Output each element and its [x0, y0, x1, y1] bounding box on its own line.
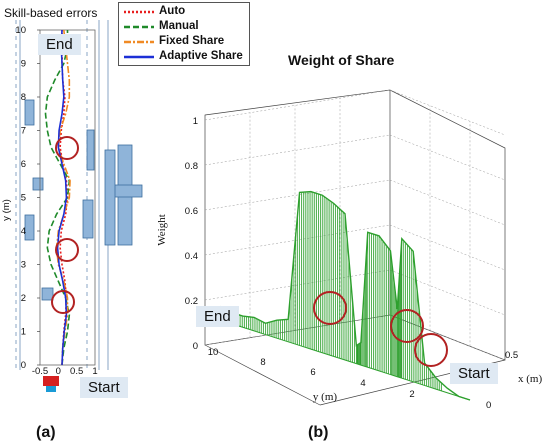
- panel-b-ticks: 0 0.2 0.4 0.6 0.8 1 2 4 6 8 10 0 0.5: [185, 116, 518, 411]
- legend-item: Manual: [123, 20, 249, 34]
- highlight-circles: [51, 136, 79, 314]
- panel-b-y-label: y (m): [313, 391, 337, 403]
- x-tick-label: 0: [56, 366, 61, 377]
- panel-a-y-ticks: 0 1 2 3 4 5 6 7 8 9 10: [15, 25, 40, 371]
- panel-a-x-ticks: -0.5 0 0.5 1: [32, 366, 98, 377]
- legend-swatch: [124, 55, 154, 59]
- weight-tick-label: 0: [193, 341, 198, 352]
- panel-b-caption: (b): [308, 424, 329, 441]
- y-tick-label: 3: [21, 260, 26, 271]
- x-tick-label: 0.5: [70, 366, 83, 377]
- weight-series-line: [219, 190, 471, 401]
- legend-label: Manual: [159, 20, 199, 32]
- y-tick-label: 8: [21, 92, 26, 103]
- x-tick-label: 1: [92, 366, 97, 377]
- y-tick-label: 10: [15, 25, 26, 36]
- weight-tick-label: 1: [193, 116, 198, 127]
- legend-item: Auto: [123, 5, 249, 19]
- legend-label: Fixed Share: [159, 35, 225, 47]
- series-line-adaptive-share: [56, 29, 68, 366]
- weight-tick-label: 0.2: [185, 296, 198, 307]
- y-tick-label: 4: [360, 378, 365, 389]
- legend-swatch: [124, 10, 154, 14]
- panel-b-series: [219, 190, 471, 401]
- panel-a-ylabel: y (m): [1, 199, 12, 221]
- x-tick-label: 0.5: [505, 350, 518, 361]
- panel-b-highlight-circles: [313, 291, 448, 367]
- panel-b-start-label: Start: [450, 363, 498, 384]
- grid-line: [204, 179, 391, 211]
- legend-label: Auto: [159, 5, 186, 17]
- y-tick-label: 7: [21, 126, 26, 137]
- weight-tick-label: 0.4: [185, 251, 198, 262]
- y-tick-label: 2: [21, 293, 26, 304]
- grid-line: [389, 89, 506, 136]
- panel-a-title: Skill-based errors: [4, 6, 98, 20]
- panel-b-title: Weight of Share: [288, 52, 395, 68]
- panel-a-start-label: Start: [80, 377, 128, 398]
- grid-line: [389, 134, 506, 181]
- panel-b-chart: 0 0.2 0.4 0.6 0.8 1 2 4 6 8 10 0 0.5 Weight y (m) x …: [156, 89, 542, 411]
- legend-swatch: [124, 25, 154, 29]
- legend-label: Adaptive Share: [159, 50, 243, 62]
- x-tick-label: 0: [486, 400, 491, 411]
- vehicle-icon: [43, 376, 59, 392]
- grid-line: [204, 89, 391, 121]
- panel-b-end-label: End: [196, 306, 239, 327]
- weight-tick-label: 0.6: [185, 206, 198, 217]
- y-tick-label: 9: [21, 59, 26, 70]
- y-tick-label: 5: [21, 193, 26, 204]
- panel-a-series: [44, 29, 71, 366]
- panel-a-end-label: End: [38, 34, 81, 55]
- y-tick-label: 2: [409, 389, 414, 400]
- y-tick-label: 8: [260, 357, 265, 368]
- obstacles: [24, 99, 143, 301]
- series-line-fixed-share: [55, 29, 71, 366]
- y-tick-label: 4: [21, 226, 26, 237]
- y-tick-label: 1: [21, 327, 26, 338]
- panel-a-caption: (a): [36, 424, 56, 441]
- legend-swatch: [124, 40, 154, 44]
- y-tick-label: 10: [208, 347, 219, 358]
- weight-tick-label: 0.8: [185, 161, 198, 172]
- panel-a-legend: Auto Manual Fixed Share Adaptive Share: [118, 2, 250, 66]
- panel-b-weight-label: Weight: [156, 214, 168, 246]
- panel-a-chart: 0 1 2 3 4 5 6 7 8 9 10 -0.5 0 0.5 1 y (m): [1, 20, 143, 392]
- weight-base-line: [219, 319, 471, 401]
- grid-line: [389, 224, 506, 271]
- legend-item: Fixed Share: [123, 35, 249, 49]
- y-tick-label: 6: [310, 367, 315, 378]
- panel-b-x-label: x (m): [518, 373, 542, 385]
- grid-line: [204, 134, 391, 166]
- x-tick-label: -0.5: [32, 366, 48, 377]
- grid-line: [389, 179, 506, 226]
- y-tick-label: 0: [21, 360, 26, 371]
- legend-item: Adaptive Share: [123, 50, 249, 64]
- y-tick-label: 6: [21, 159, 26, 170]
